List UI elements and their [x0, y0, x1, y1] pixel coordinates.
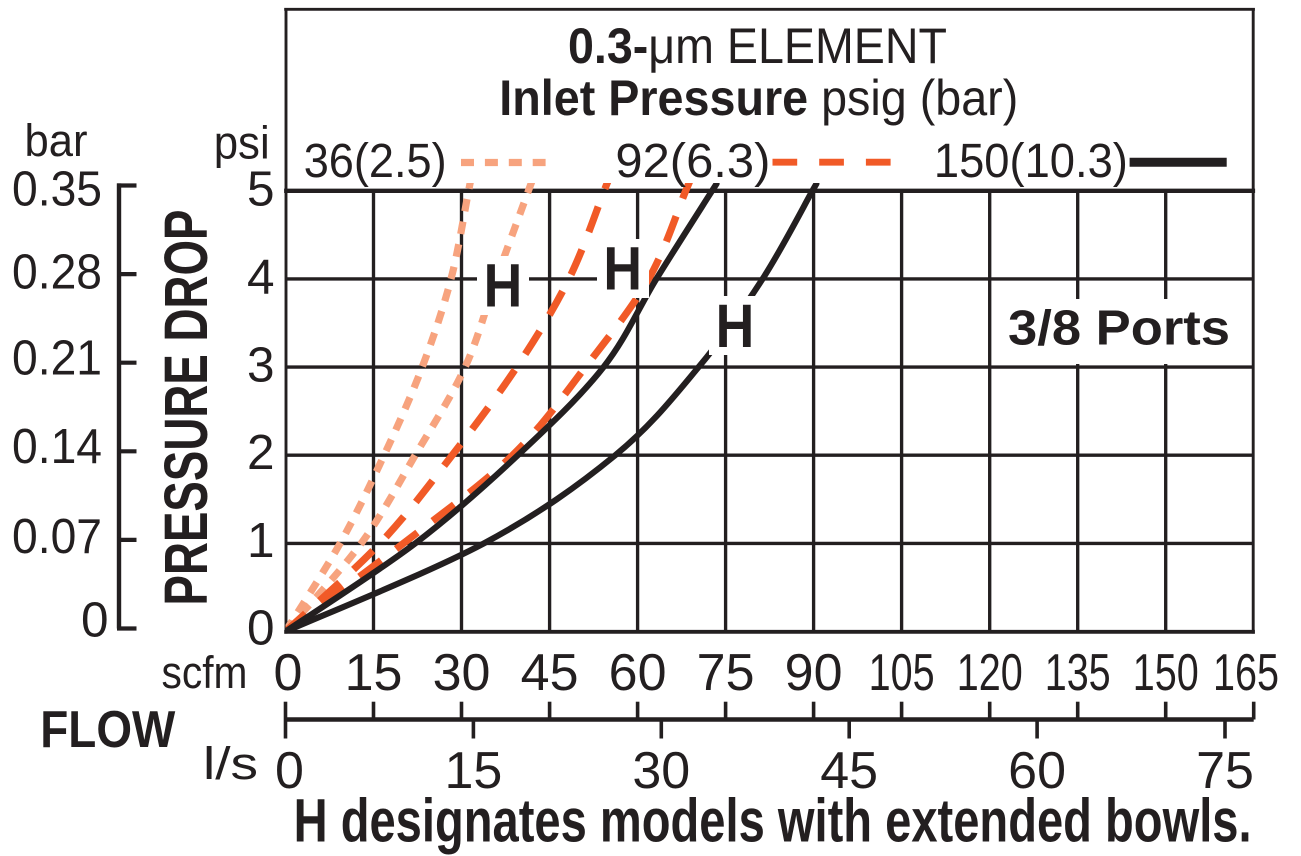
- svg-text:60: 60: [609, 644, 667, 702]
- svg-text:scfm: scfm: [162, 647, 248, 698]
- svg-text:5: 5: [247, 162, 275, 217]
- svg-text:0: 0: [275, 742, 304, 800]
- svg-text:90: 90: [785, 644, 843, 702]
- svg-text:92(6.3): 92(6.3): [615, 134, 770, 188]
- svg-text:120: 120: [957, 644, 1023, 702]
- svg-text:0.07: 0.07: [12, 509, 102, 564]
- svg-text:0.35: 0.35: [12, 162, 102, 217]
- svg-text:45: 45: [521, 644, 579, 702]
- svg-text:150: 150: [1133, 644, 1199, 702]
- svg-text:bar: bar: [25, 115, 88, 166]
- svg-text:75: 75: [697, 644, 755, 702]
- svg-text:H designates models with exten: H designates models with extended bowls.: [294, 787, 1252, 855]
- svg-text:150(10.3): 150(10.3): [934, 134, 1128, 188]
- svg-text:75: 75: [1196, 742, 1254, 800]
- svg-text:l/s: l/s: [203, 738, 258, 789]
- svg-text:45: 45: [820, 742, 878, 800]
- svg-text:0.14: 0.14: [12, 419, 102, 474]
- svg-text:15: 15: [444, 742, 502, 800]
- svg-text:1: 1: [247, 513, 275, 568]
- svg-text:psi: psi: [214, 117, 270, 169]
- svg-text:135: 135: [1045, 644, 1111, 702]
- svg-text:0: 0: [274, 644, 303, 702]
- svg-text:165: 165: [1213, 644, 1279, 702]
- svg-text:36(2.5): 36(2.5): [304, 134, 447, 188]
- svg-text:Inlet Pressure psig (bar): Inlet Pressure psig (bar): [499, 70, 1018, 126]
- svg-text:60: 60: [1008, 742, 1066, 800]
- svg-text:30: 30: [433, 644, 491, 702]
- svg-text:0.28: 0.28: [12, 245, 102, 300]
- svg-text:PRESSURE DROP: PRESSURE DROP: [152, 210, 221, 606]
- svg-text:0.3-μm ELEMENT: 0.3-μm ELEMENT: [568, 18, 947, 74]
- svg-text:4: 4: [247, 250, 275, 305]
- svg-text:H: H: [484, 252, 523, 320]
- svg-text:H: H: [603, 235, 642, 303]
- svg-text:105: 105: [869, 644, 935, 702]
- svg-text:FLOW: FLOW: [40, 701, 176, 759]
- svg-text:0: 0: [81, 593, 109, 648]
- svg-text:2: 2: [247, 425, 275, 480]
- svg-text:0.21: 0.21: [12, 331, 102, 386]
- svg-text:3/8 Ports: 3/8 Ports: [1008, 302, 1230, 356]
- svg-text:0: 0: [247, 601, 275, 656]
- svg-text:15: 15: [345, 644, 403, 702]
- svg-text:H: H: [716, 293, 755, 361]
- svg-text:30: 30: [632, 742, 690, 800]
- svg-text:3: 3: [247, 337, 275, 392]
